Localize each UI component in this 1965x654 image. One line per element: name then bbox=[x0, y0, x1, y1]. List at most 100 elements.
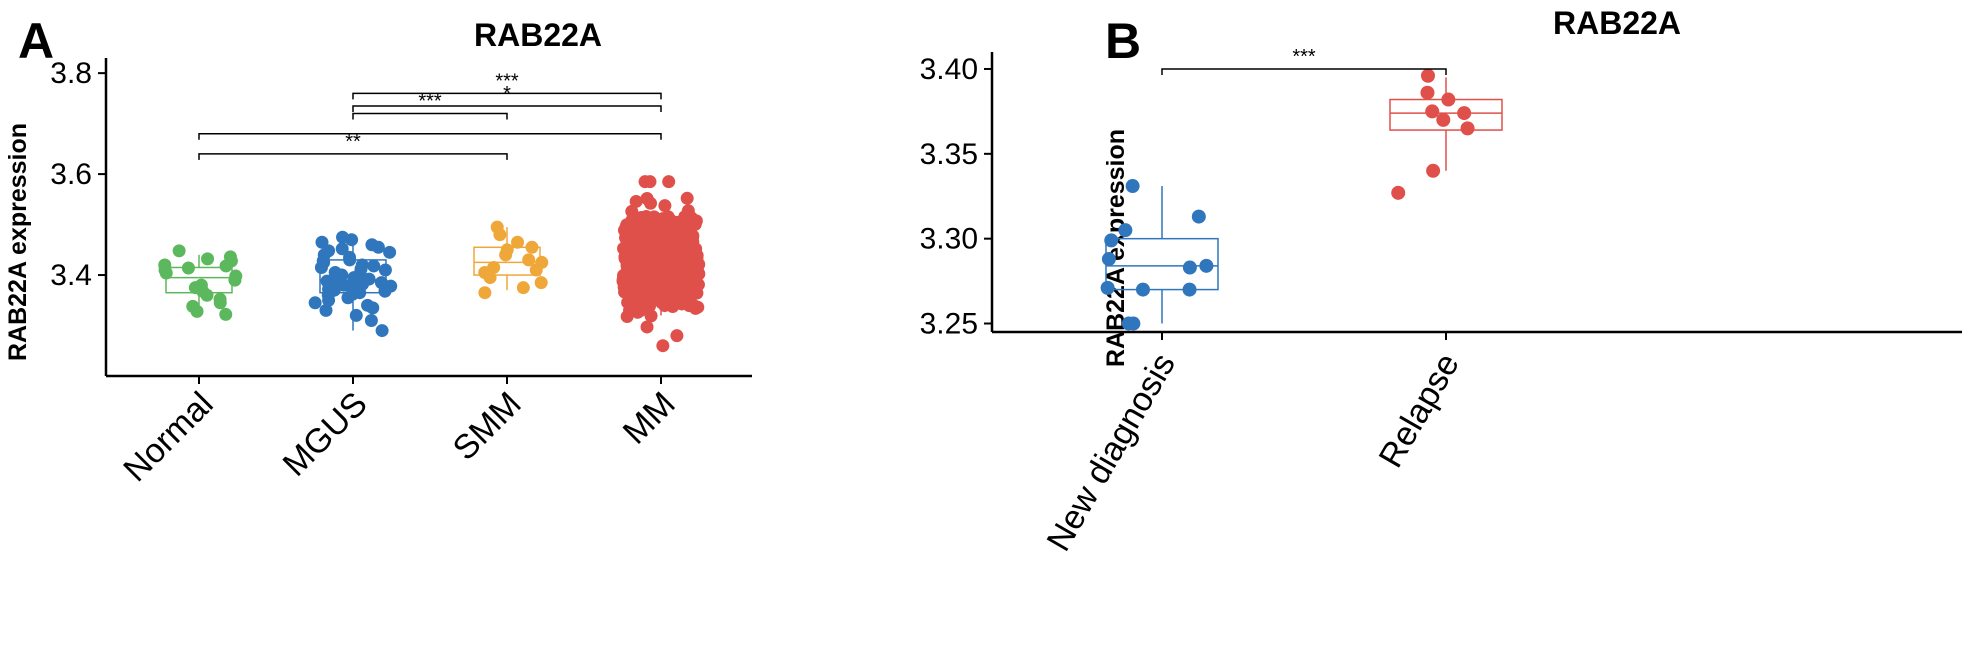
data-point bbox=[345, 233, 359, 247]
panel-a-letter: A bbox=[18, 13, 54, 69]
data-point bbox=[664, 259, 678, 273]
panel-a-title: RAB22A bbox=[474, 17, 602, 53]
data-point bbox=[1420, 68, 1435, 83]
data-point bbox=[1199, 258, 1214, 273]
data-point bbox=[1125, 179, 1140, 194]
data-point bbox=[478, 286, 492, 300]
significance-bracket bbox=[352, 105, 662, 112]
data-point bbox=[680, 191, 694, 205]
data-point bbox=[691, 278, 705, 292]
significance-label: *** bbox=[1292, 46, 1316, 68]
data-point bbox=[620, 310, 634, 324]
data-point bbox=[668, 277, 682, 291]
data-point bbox=[1182, 260, 1197, 275]
significance-bracket bbox=[198, 132, 662, 140]
significance-label: *** bbox=[418, 91, 442, 113]
data-point bbox=[213, 296, 227, 310]
x-tick-label: New diagnosis bbox=[1039, 347, 1182, 557]
data-point bbox=[651, 222, 665, 236]
data-point bbox=[534, 276, 548, 290]
data-point bbox=[657, 288, 671, 302]
data-point bbox=[1118, 223, 1133, 238]
data-point bbox=[159, 266, 173, 280]
data-point bbox=[644, 309, 658, 323]
data-point bbox=[641, 280, 655, 294]
data-point bbox=[378, 263, 392, 277]
data-point bbox=[172, 244, 186, 258]
significance-bracket bbox=[198, 153, 508, 160]
data-point bbox=[200, 288, 214, 302]
data-point bbox=[622, 236, 636, 250]
data-point bbox=[367, 259, 381, 273]
data-point bbox=[652, 264, 666, 278]
data-point bbox=[499, 248, 513, 262]
data-point bbox=[511, 235, 525, 249]
x-tick-label: Relapse bbox=[1372, 347, 1467, 474]
data-point bbox=[314, 260, 328, 274]
data-point bbox=[364, 313, 378, 327]
data-point bbox=[658, 199, 672, 213]
data-point bbox=[1135, 282, 1150, 297]
data-point bbox=[335, 242, 349, 256]
data-point bbox=[181, 261, 195, 275]
panel-a-y-axis-label: RAB22A expression bbox=[4, 123, 32, 361]
data-point bbox=[308, 296, 322, 310]
significance-label: *** bbox=[495, 70, 519, 92]
data-point bbox=[483, 271, 497, 285]
data-point bbox=[1425, 104, 1440, 119]
data-point bbox=[1126, 316, 1141, 331]
data-point bbox=[670, 329, 684, 343]
significance-bracket bbox=[1161, 68, 1447, 75]
data-point bbox=[617, 273, 631, 287]
data-point bbox=[349, 308, 363, 322]
data-point bbox=[1182, 282, 1197, 297]
data-point bbox=[322, 293, 336, 307]
data-point bbox=[201, 252, 215, 266]
data-point bbox=[1391, 185, 1406, 200]
data-point bbox=[652, 254, 666, 268]
data-point bbox=[644, 239, 658, 253]
data-point bbox=[629, 194, 643, 208]
data-point bbox=[662, 175, 676, 189]
data-point bbox=[1426, 163, 1441, 178]
data-point bbox=[375, 324, 389, 338]
x-tick-label: SMM bbox=[446, 385, 529, 468]
x-tick-label: Normal bbox=[116, 385, 220, 489]
data-point bbox=[1101, 252, 1116, 267]
panel-b-plot-area: 3.25 3.30 3.35 3.40 New diagnosis Relapse *** bbox=[920, 46, 1962, 557]
data-point bbox=[656, 339, 670, 353]
data-point bbox=[630, 259, 644, 273]
data-point bbox=[630, 211, 644, 225]
y-tick-label: 3.40 bbox=[920, 53, 978, 86]
data-point bbox=[516, 281, 530, 295]
data-point bbox=[383, 245, 397, 259]
significance-label: * bbox=[503, 83, 511, 105]
data-point bbox=[679, 227, 693, 241]
data-point bbox=[624, 289, 638, 303]
significance-bracket bbox=[352, 92, 662, 100]
data-point bbox=[664, 231, 678, 245]
data-point bbox=[633, 298, 647, 312]
data-point bbox=[1460, 121, 1475, 136]
data-point bbox=[190, 304, 204, 318]
data-point bbox=[643, 175, 657, 189]
data-point bbox=[341, 291, 355, 305]
data-point bbox=[219, 307, 233, 321]
data-point bbox=[692, 257, 706, 271]
x-tick-label: MM bbox=[616, 385, 683, 452]
data-point bbox=[219, 259, 233, 273]
data-point bbox=[493, 228, 507, 242]
data-point bbox=[644, 196, 658, 210]
data-point bbox=[319, 303, 333, 317]
data-point bbox=[1104, 233, 1119, 248]
data-point bbox=[1420, 85, 1435, 100]
data-point bbox=[678, 248, 692, 262]
data-point bbox=[632, 280, 646, 294]
panel-b-letter: B bbox=[1105, 13, 1141, 69]
data-point bbox=[522, 253, 536, 267]
data-point bbox=[663, 245, 677, 259]
panel-b: B RAB22A RAB22A expression 3.253.303.353… bbox=[920, 5, 1962, 557]
data-point bbox=[684, 211, 698, 225]
